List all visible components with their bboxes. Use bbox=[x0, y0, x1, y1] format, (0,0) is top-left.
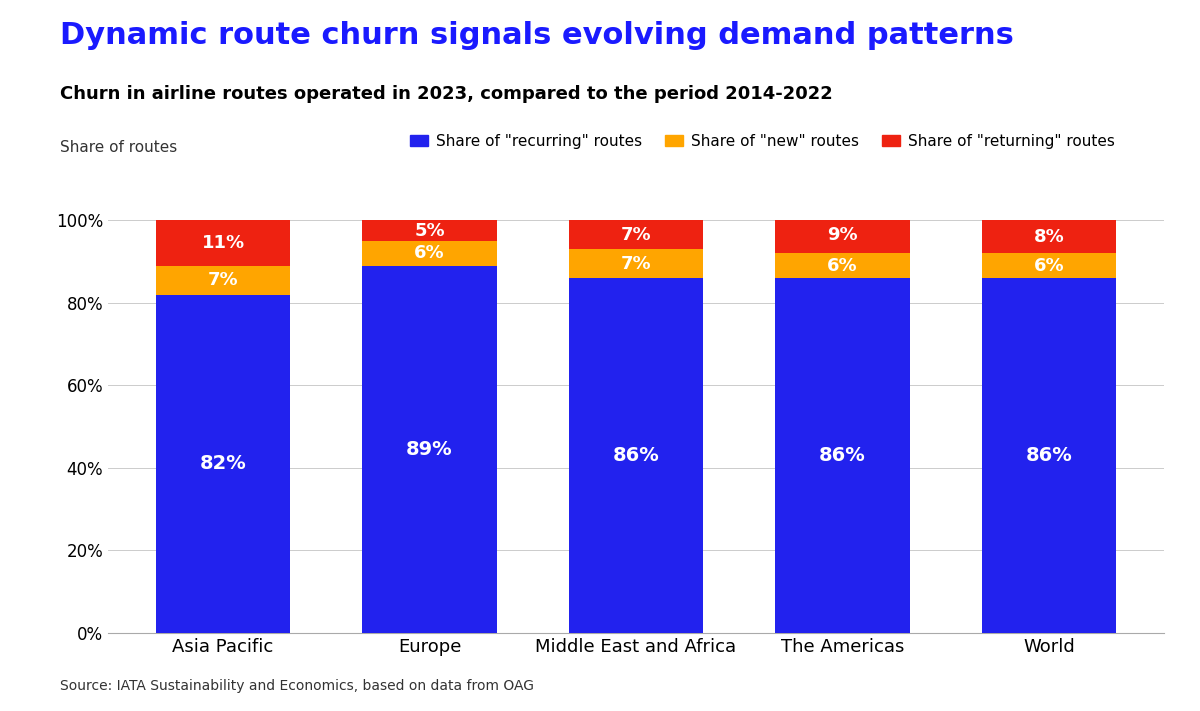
Text: Dynamic route churn signals evolving demand patterns: Dynamic route churn signals evolving dem… bbox=[60, 21, 1014, 50]
Bar bbox=[775, 278, 910, 633]
Bar bbox=[982, 278, 1116, 633]
Text: 7%: 7% bbox=[620, 255, 652, 273]
Bar bbox=[982, 220, 1116, 253]
Text: 6%: 6% bbox=[414, 245, 445, 262]
Bar bbox=[569, 250, 703, 278]
Text: 86%: 86% bbox=[1026, 446, 1073, 465]
Text: Churn in airline routes operated in 2023, compared to the period 2014-2022: Churn in airline routes operated in 2023… bbox=[60, 85, 833, 103]
Bar bbox=[982, 253, 1116, 278]
Bar bbox=[569, 220, 703, 250]
Text: 6%: 6% bbox=[827, 257, 858, 274]
Bar bbox=[156, 220, 290, 266]
Text: 86%: 86% bbox=[820, 446, 866, 465]
Bar bbox=[362, 241, 497, 266]
Bar bbox=[775, 253, 910, 278]
Text: 9%: 9% bbox=[827, 226, 858, 244]
Text: 7%: 7% bbox=[620, 226, 652, 244]
Text: Source: IATA Sustainability and Economics, based on data from OAG: Source: IATA Sustainability and Economic… bbox=[60, 679, 534, 693]
Bar bbox=[569, 278, 703, 633]
Text: 6%: 6% bbox=[1033, 257, 1064, 274]
Legend: Share of "recurring" routes, Share of "new" routes, Share of "returning" routes: Share of "recurring" routes, Share of "n… bbox=[403, 128, 1121, 155]
Text: 5%: 5% bbox=[414, 222, 445, 240]
Text: 82%: 82% bbox=[199, 454, 246, 474]
Text: 11%: 11% bbox=[202, 234, 245, 252]
Text: 8%: 8% bbox=[1033, 228, 1064, 246]
Text: 86%: 86% bbox=[613, 446, 659, 465]
Text: 7%: 7% bbox=[208, 271, 239, 289]
Bar bbox=[775, 216, 910, 253]
Bar bbox=[156, 294, 290, 633]
Bar bbox=[362, 220, 497, 241]
Text: Share of routes: Share of routes bbox=[60, 139, 178, 155]
Text: 89%: 89% bbox=[407, 440, 452, 459]
Bar bbox=[362, 266, 497, 633]
Bar bbox=[156, 266, 290, 294]
